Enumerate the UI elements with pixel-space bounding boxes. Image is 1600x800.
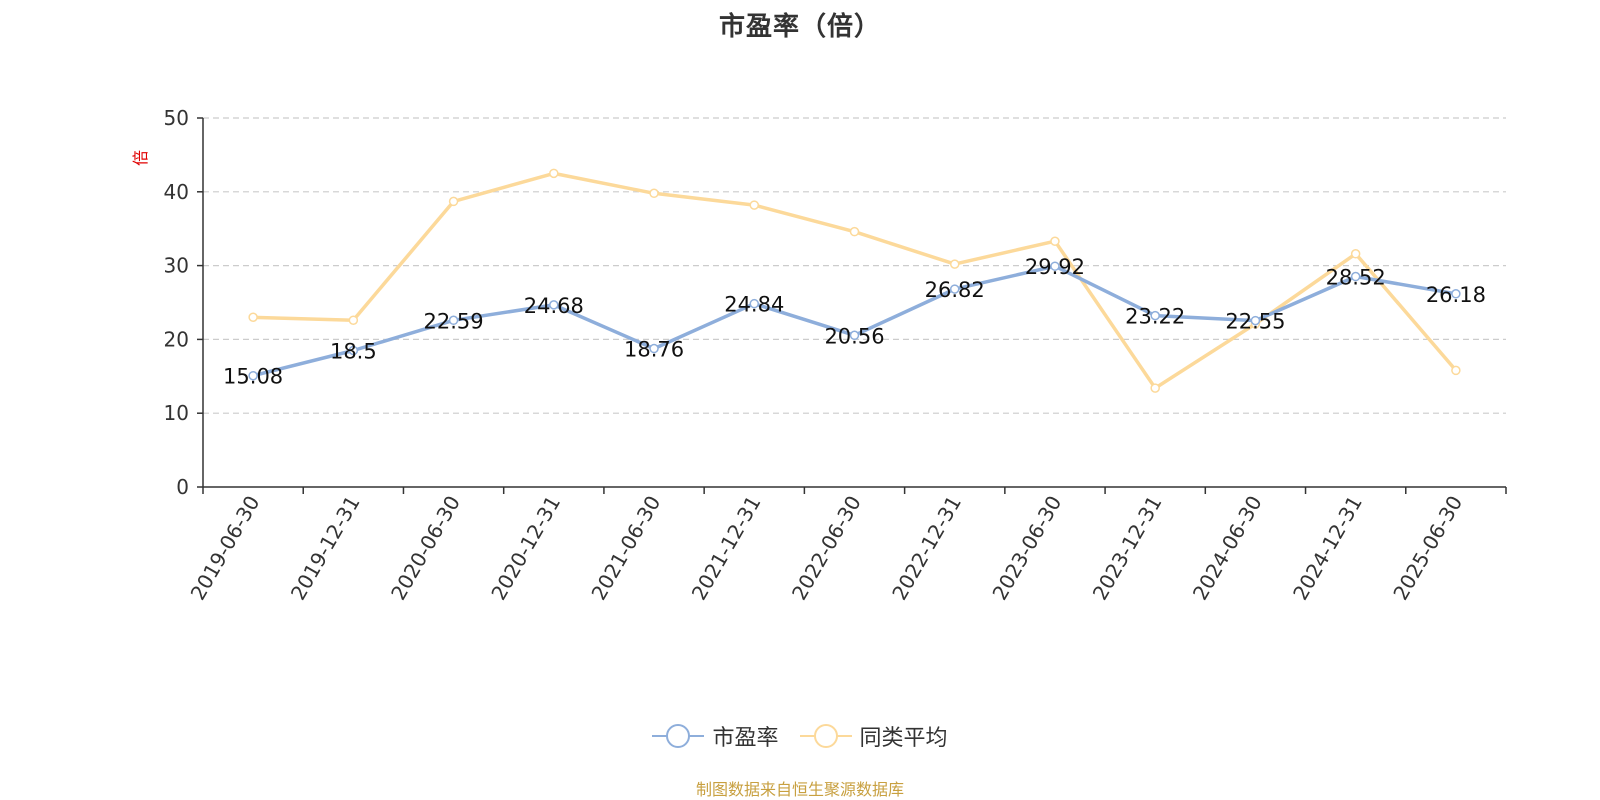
x-tick-label: 2020-12-31 — [486, 492, 565, 605]
data-label: 15.08 — [223, 365, 283, 389]
data-point — [549, 300, 559, 310]
legend-item-pe[interactable]: 市盈率 — [652, 720, 778, 752]
data-point — [248, 312, 258, 323]
y-tick-label: 0 — [176, 475, 189, 499]
x-tick-label: 2021-06-30 — [586, 492, 665, 605]
x-tick-label: 2024-12-31 — [1288, 492, 1367, 605]
legend: 市盈率 同类平均 — [0, 720, 1600, 753]
x-tick-label: 2022-06-30 — [787, 492, 866, 605]
data-label: 22.59 — [424, 309, 484, 333]
data-point — [1350, 249, 1361, 259]
y-tick-label: 20 — [164, 327, 189, 351]
data-label: 18.5 — [330, 339, 377, 363]
y-tick-label: 10 — [164, 401, 189, 425]
series-line — [253, 171, 1458, 390]
legend-label: 市盈率 — [712, 726, 779, 751]
data-point — [649, 343, 659, 354]
chart-title: 市盈率（倍） — [718, 12, 881, 42]
data-label: 26.18 — [1426, 283, 1486, 307]
data-label: 20.56 — [824, 324, 884, 348]
data-point — [1451, 289, 1461, 299]
x-tick-label: 2022-12-31 — [887, 492, 966, 605]
data-point — [348, 345, 359, 356]
legend-circle-icon — [652, 723, 705, 749]
data-point — [1451, 365, 1461, 376]
data-point — [1350, 271, 1361, 282]
data-point — [849, 226, 860, 237]
data-label: 23.22 — [1125, 305, 1185, 329]
data-point — [448, 315, 459, 326]
x-tick-label: 2025-06-30 — [1388, 492, 1467, 605]
x-tick-label: 2024-06-30 — [1188, 492, 1267, 605]
data-point — [549, 168, 559, 179]
legend-label: 同类平均 — [859, 726, 948, 751]
data-point — [448, 196, 459, 207]
data-point — [1050, 236, 1060, 246]
data-point — [949, 284, 960, 294]
y-axis-label: 倍 — [131, 150, 150, 166]
x-tick-label: 2021-12-31 — [687, 492, 766, 605]
series-lines — [248, 168, 1461, 393]
x-tick-label: 2020-06-30 — [386, 492, 465, 605]
data-label: 24.68 — [524, 294, 584, 318]
data-point — [649, 188, 659, 199]
data-point — [1050, 261, 1060, 271]
data-point — [1150, 310, 1160, 321]
data-label: 24.84 — [724, 293, 784, 317]
x-tick-label: 2019-12-31 — [286, 492, 365, 605]
data-labels: 15.08 18.5 22.59 24.68 18.76 24.84 20.56 26.82 2… — [223, 255, 1486, 389]
y-tick-label: 50 — [164, 106, 189, 130]
data-point — [749, 298, 760, 309]
x-tick-label: 2019-06-30 — [186, 492, 265, 605]
data-point — [1250, 315, 1261, 326]
y-tick-label: 30 — [164, 254, 189, 278]
source-note: 制图数据来自恒生聚源数据库 — [695, 780, 904, 799]
data-point — [1150, 383, 1160, 393]
legend-item-peer-average[interactable]: 同类平均 — [799, 720, 948, 752]
data-point — [949, 259, 960, 269]
data-point — [749, 200, 760, 210]
data-point — [348, 315, 359, 325]
y-tick-label: 40 — [164, 180, 189, 204]
data-point — [248, 370, 258, 381]
data-label: 26.82 — [925, 278, 985, 302]
data-label: 22.55 — [1225, 310, 1285, 334]
x-tick-label: 2023-12-31 — [1088, 492, 1167, 605]
data-point — [849, 330, 860, 341]
data-label: 28.52 — [1326, 266, 1386, 290]
data-label: 18.76 — [624, 338, 684, 362]
x-tick-label: 2023-06-30 — [987, 492, 1066, 605]
data-label: 29.92 — [1025, 255, 1085, 279]
legend-circle-icon — [799, 723, 852, 749]
